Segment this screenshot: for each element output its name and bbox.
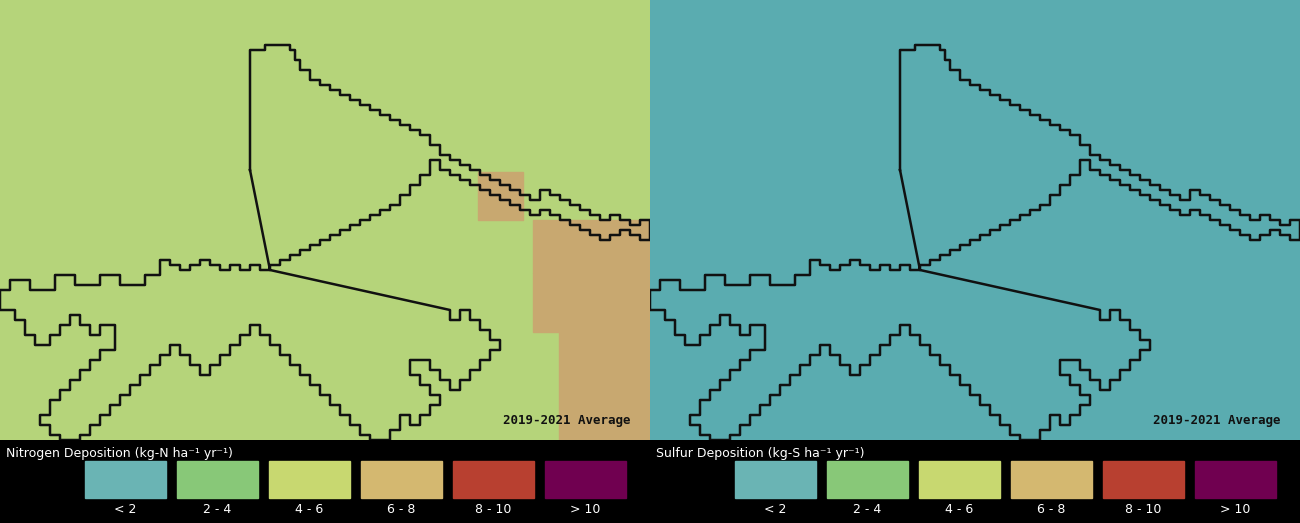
- Bar: [84, 461, 165, 498]
- Bar: [478, 172, 523, 220]
- Text: 2019-2021 Average: 2019-2021 Average: [1153, 414, 1280, 427]
- Text: 8 - 10: 8 - 10: [1126, 503, 1161, 516]
- Bar: [1011, 461, 1092, 498]
- Text: 4 - 6: 4 - 6: [295, 503, 324, 516]
- Bar: [533, 273, 650, 332]
- Text: Sulfur Deposition (kg-S ha⁻¹ yr⁻¹): Sulfur Deposition (kg-S ha⁻¹ yr⁻¹): [656, 447, 864, 460]
- Bar: [177, 461, 257, 498]
- Bar: [269, 461, 350, 498]
- Bar: [1102, 461, 1184, 498]
- Text: Nitrogen Deposition (kg-N ha⁻¹ yr⁻¹): Nitrogen Deposition (kg-N ha⁻¹ yr⁻¹): [6, 447, 234, 460]
- Text: 2 - 4: 2 - 4: [203, 503, 231, 516]
- Text: > 10: > 10: [1221, 503, 1251, 516]
- Bar: [734, 461, 815, 498]
- Bar: [919, 461, 1000, 498]
- Text: 6 - 8: 6 - 8: [1037, 503, 1066, 516]
- Text: < 2: < 2: [114, 503, 136, 516]
- Bar: [1195, 461, 1275, 498]
- Bar: [545, 461, 627, 498]
- Text: 4 - 6: 4 - 6: [945, 503, 974, 516]
- Bar: [827, 461, 907, 498]
- Text: 6 - 8: 6 - 8: [387, 503, 416, 516]
- Text: 2019-2021 Average: 2019-2021 Average: [503, 414, 630, 427]
- Text: < 2: < 2: [764, 503, 786, 516]
- Bar: [360, 461, 442, 498]
- Bar: [559, 332, 650, 440]
- Text: 8 - 10: 8 - 10: [476, 503, 511, 516]
- Bar: [452, 461, 534, 498]
- Text: 2 - 4: 2 - 4: [853, 503, 881, 516]
- Bar: [533, 220, 650, 273]
- Text: > 10: > 10: [571, 503, 601, 516]
